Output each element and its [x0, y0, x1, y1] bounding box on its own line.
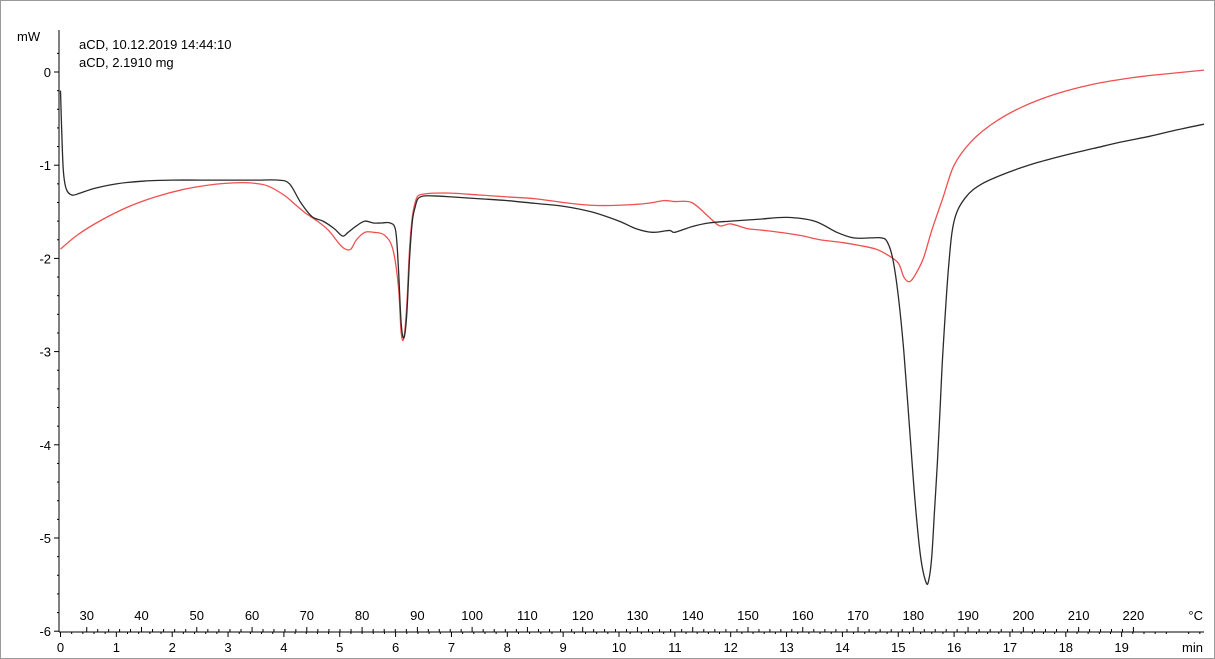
temp-tick-label: 60 — [245, 608, 259, 623]
x-tick-label: 9 — [560, 640, 567, 655]
x-tick-label: 3 — [224, 640, 231, 655]
axes — [54, 30, 1204, 637]
temp-tick-label: 120 — [572, 608, 594, 623]
x-tick-label: 6 — [392, 640, 399, 655]
temp-tick-label: 30 — [80, 608, 94, 623]
x-tick-label: 13 — [779, 640, 793, 655]
y-tick-label: -6 — [39, 624, 51, 639]
series-line-red — [60, 69, 1205, 342]
temp-tick-label: 100 — [461, 608, 483, 623]
temp-tick-label: 190 — [957, 608, 979, 623]
x-tick-label: 15 — [891, 640, 905, 655]
temp-tick-label: 220 — [1123, 608, 1145, 623]
y-tick-label: 0 — [44, 65, 51, 80]
x-tick-label: 7 — [448, 640, 455, 655]
temp-tick-label: 140 — [682, 608, 704, 623]
x-tick-label: 16 — [947, 640, 961, 655]
temp-axis-unit-label: °C — [1188, 608, 1203, 623]
x-tick-label: 17 — [1003, 640, 1017, 655]
x-tick-label: 8 — [504, 640, 511, 655]
y-tick-label: -2 — [39, 251, 51, 266]
curves — [59, 69, 1205, 585]
tick-labels: mW0-1-2-3-4-5-60 1 2 3 4 5 6 7 8 9 10 11 12 13 14 15 16 1… — [17, 29, 1203, 655]
temp-tick-label: 180 — [902, 608, 924, 623]
series-line-black — [59, 90, 1205, 585]
y-tick-label: -4 — [39, 438, 51, 453]
temp-tick-label: 80 — [355, 608, 369, 623]
x-tick-label: 11 — [668, 640, 682, 655]
temp-tick-label: 40 — [134, 608, 148, 623]
x-tick-label: 2 — [169, 640, 176, 655]
temp-tick-label: 210 — [1068, 608, 1090, 623]
x-tick-label: 5 — [336, 640, 343, 655]
temp-tick-label: 150 — [737, 608, 759, 623]
x-tick-label: 1 — [113, 640, 120, 655]
info-line-1: aCD, 10.12.2019 14:44:10 — [79, 37, 232, 52]
y-tick-label: -1 — [39, 158, 51, 173]
temp-tick-label: 130 — [627, 608, 649, 623]
temp-tick-label: 110 — [517, 608, 538, 623]
x-tick-label: 19 — [1114, 640, 1128, 655]
x-axis-unit-label: min — [1182, 640, 1203, 655]
temp-tick-label: 90 — [410, 608, 424, 623]
y-tick-label: -3 — [39, 345, 51, 360]
temp-tick-label: 170 — [847, 608, 869, 623]
info-line-2: aCD, 2.1910 mg — [79, 55, 174, 70]
y-axis-unit-label: mW — [17, 29, 41, 44]
temp-tick-label: 50 — [190, 608, 204, 623]
x-tick-label: 14 — [835, 640, 849, 655]
temp-tick-label: 70 — [300, 608, 314, 623]
y-tick-label: -5 — [39, 531, 51, 546]
x-tick-label: 10 — [612, 640, 626, 655]
x-tick-label: 18 — [1059, 640, 1073, 655]
temp-tick-label: 200 — [1013, 608, 1035, 623]
x-tick-label: 0 — [57, 640, 64, 655]
x-tick-label: 12 — [723, 640, 737, 655]
temp-tick-label: 160 — [792, 608, 814, 623]
x-tick-label: 4 — [280, 640, 287, 655]
